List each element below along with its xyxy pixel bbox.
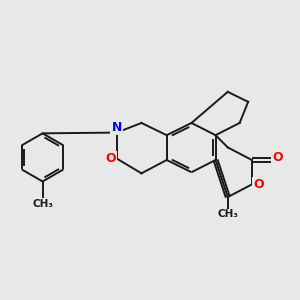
Text: O: O <box>253 178 264 191</box>
Text: O: O <box>272 151 283 164</box>
Text: CH₃: CH₃ <box>32 199 53 209</box>
Text: O: O <box>106 152 116 165</box>
Text: CH₃: CH₃ <box>217 209 238 219</box>
Text: N: N <box>112 121 122 134</box>
